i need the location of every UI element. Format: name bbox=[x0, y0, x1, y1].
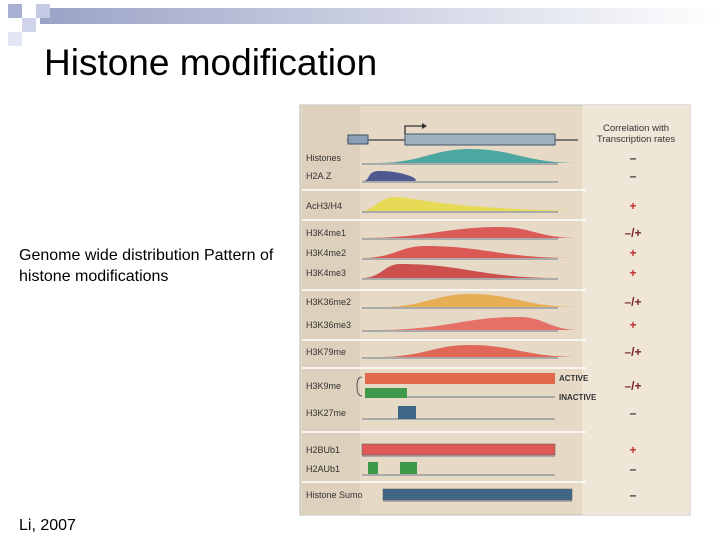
hump bbox=[378, 345, 580, 357]
promoter-box bbox=[347, 134, 369, 145]
slide-title: Histone modification bbox=[44, 42, 378, 83]
hump bbox=[362, 171, 416, 181]
citation: Li, 2007 bbox=[19, 517, 76, 534]
square bbox=[8, 32, 22, 46]
square bbox=[36, 4, 50, 18]
row-sign: –/+ bbox=[624, 226, 641, 240]
hump bbox=[360, 227, 578, 238]
caption: Genome wide distribution Pattern of hist… bbox=[19, 247, 274, 285]
row-sign: – bbox=[630, 169, 637, 183]
row-sign: –/+ bbox=[624, 295, 641, 309]
top-bar bbox=[40, 8, 720, 24]
row-label: H2BUb1 bbox=[306, 445, 340, 455]
row-label: H3K4me2 bbox=[306, 248, 346, 258]
header-text: Correlation with bbox=[603, 123, 669, 134]
hump bbox=[362, 197, 580, 211]
row-label: H3K36me2 bbox=[306, 297, 351, 307]
hump bbox=[362, 246, 575, 258]
row-label: Histones bbox=[306, 153, 342, 163]
row-label: H3K27me bbox=[306, 408, 346, 418]
row-sign: + bbox=[629, 199, 636, 213]
row-sign: – bbox=[630, 151, 637, 165]
header-text: Transcription rates bbox=[597, 134, 676, 145]
hump bbox=[380, 294, 580, 307]
row-sign: + bbox=[629, 266, 636, 280]
hump bbox=[375, 149, 580, 163]
bar bbox=[365, 373, 555, 384]
label-column bbox=[302, 105, 360, 515]
row-label: H3K36me3 bbox=[306, 320, 351, 330]
bracket bbox=[356, 376, 363, 397]
arrow-head bbox=[422, 123, 427, 129]
tss-arrow bbox=[404, 125, 422, 134]
bar bbox=[382, 488, 573, 501]
sign-column bbox=[582, 105, 690, 515]
row-label: H2AUb1 bbox=[306, 464, 340, 474]
square bbox=[8, 4, 22, 18]
row-label: Histone Sumo bbox=[306, 490, 363, 500]
row-sign: – bbox=[630, 462, 637, 476]
gene-box bbox=[404, 133, 556, 146]
bar bbox=[361, 443, 556, 456]
state-label: ACTIVE bbox=[559, 374, 589, 383]
row-sign: + bbox=[629, 246, 636, 260]
row-sign: – bbox=[630, 488, 637, 502]
row-label: H2A.Z bbox=[306, 171, 332, 181]
row-label: H3K9me bbox=[306, 381, 341, 391]
state-label: INACTIVE bbox=[559, 393, 597, 402]
row-label: H3K79me bbox=[306, 347, 346, 357]
row-label: H3K4me3 bbox=[306, 268, 346, 278]
row-sign: + bbox=[629, 318, 636, 332]
block bbox=[400, 462, 417, 474]
row-sign: –/+ bbox=[624, 345, 641, 359]
row-label: H3K4me1 bbox=[306, 228, 346, 238]
row-sign: + bbox=[629, 443, 636, 457]
hump bbox=[375, 317, 580, 330]
row-label: AcH3/H4 bbox=[306, 201, 342, 211]
bar bbox=[365, 388, 407, 398]
hump bbox=[362, 264, 560, 278]
square bbox=[22, 18, 36, 32]
row-sign: – bbox=[630, 406, 637, 420]
row-sign: –/+ bbox=[624, 379, 641, 393]
block bbox=[368, 462, 378, 474]
block bbox=[398, 406, 416, 419]
